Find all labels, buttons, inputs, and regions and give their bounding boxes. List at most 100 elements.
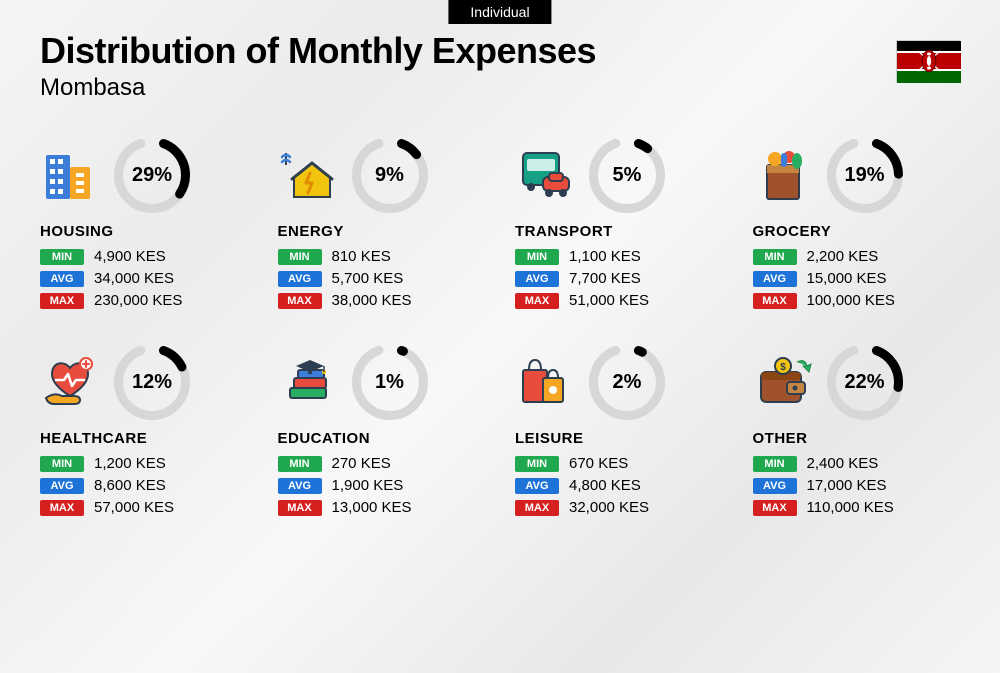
avg-tag: AVG <box>753 478 797 494</box>
stat-max: MAX 51,000 KES <box>515 292 723 309</box>
percent-donut: 1% <box>352 344 428 420</box>
bus-car-icon <box>515 147 575 203</box>
max-value: 57,000 KES <box>94 499 174 516</box>
max-value: 230,000 KES <box>94 292 182 309</box>
percent-label: 2% <box>589 344 665 420</box>
max-tag: MAX <box>278 500 322 516</box>
stat-max: MAX 57,000 KES <box>40 499 248 516</box>
stat-avg: AVG 8,600 KES <box>40 477 248 494</box>
category-card-grocery: 19% GROCERY MIN 2,200 KES AVG 15,000 KES… <box>753 137 961 314</box>
category-card-leisure: 2% LEISURE MIN 670 KES AVG 4,800 KES MAX… <box>515 344 723 521</box>
category-card-other: $ 22% OTHER MIN 2,400 KES AVG 17,000 KES… <box>753 344 961 521</box>
max-value: 32,000 KES <box>569 499 649 516</box>
avg-tag: AVG <box>515 478 559 494</box>
card-top: 19% <box>753 137 961 213</box>
card-top: 12% <box>40 344 248 420</box>
avg-tag: AVG <box>40 478 84 494</box>
card-top: $ 22% <box>753 344 961 420</box>
max-tag: MAX <box>515 293 559 309</box>
avg-value: 5,700 KES <box>332 270 404 287</box>
stat-max: MAX 13,000 KES <box>278 499 486 516</box>
stat-min: MIN 810 KES <box>278 248 486 265</box>
min-tag: MIN <box>753 249 797 265</box>
categories-grid: 29% HOUSING MIN 4,900 KES AVG 34,000 KES… <box>0 112 1000 551</box>
percent-label: 12% <box>114 344 190 420</box>
card-top: 2% <box>515 344 723 420</box>
min-tag: MIN <box>278 249 322 265</box>
card-top: 9% <box>278 137 486 213</box>
stat-avg: AVG 5,700 KES <box>278 270 486 287</box>
max-tag: MAX <box>40 293 84 309</box>
category-card-education: 1% EDUCATION MIN 270 KES AVG 1,900 KES M… <box>278 344 486 521</box>
stat-avg: AVG 17,000 KES <box>753 477 961 494</box>
min-tag: MIN <box>40 249 84 265</box>
energy-house-icon <box>278 147 338 203</box>
percent-donut: 2% <box>589 344 665 420</box>
min-value: 1,100 KES <box>569 248 641 265</box>
min-tag: MIN <box>40 456 84 472</box>
category-name: GROCERY <box>753 223 961 240</box>
max-tag: MAX <box>40 500 84 516</box>
category-card-housing: 29% HOUSING MIN 4,900 KES AVG 34,000 KES… <box>40 137 248 314</box>
heart-hand-icon <box>40 354 100 410</box>
min-tag: MIN <box>515 249 559 265</box>
avg-value: 34,000 KES <box>94 270 174 287</box>
kenya-flag-icon <box>896 40 960 82</box>
category-name: EDUCATION <box>278 430 486 447</box>
category-name: LEISURE <box>515 430 723 447</box>
avg-value: 8,600 KES <box>94 477 166 494</box>
category-card-transport: 5% TRANSPORT MIN 1,100 KES AVG 7,700 KES… <box>515 137 723 314</box>
percent-donut: 12% <box>114 344 190 420</box>
wallet-icon: $ <box>753 354 813 410</box>
percent-label: 22% <box>827 344 903 420</box>
avg-value: 17,000 KES <box>807 477 887 494</box>
stat-max: MAX 32,000 KES <box>515 499 723 516</box>
stat-max: MAX 100,000 KES <box>753 292 961 309</box>
stat-min: MIN 1,200 KES <box>40 455 248 472</box>
stat-min: MIN 2,400 KES <box>753 455 961 472</box>
stat-avg: AVG 15,000 KES <box>753 270 961 287</box>
percent-donut: 9% <box>352 137 428 213</box>
percent-donut: 29% <box>114 137 190 213</box>
avg-tag: AVG <box>40 271 84 287</box>
max-value: 38,000 KES <box>332 292 412 309</box>
category-card-energy: 9% ENERGY MIN 810 KES AVG 5,700 KES MAX … <box>278 137 486 314</box>
min-value: 1,200 KES <box>94 455 166 472</box>
min-value: 2,400 KES <box>807 455 879 472</box>
percent-label: 5% <box>589 137 665 213</box>
stat-min: MIN 670 KES <box>515 455 723 472</box>
category-card-healthcare: 12% HEALTHCARE MIN 1,200 KES AVG 8,600 K… <box>40 344 248 521</box>
avg-tag: AVG <box>278 478 322 494</box>
min-value: 810 KES <box>332 248 391 265</box>
min-value: 4,900 KES <box>94 248 166 265</box>
min-value: 2,200 KES <box>807 248 879 265</box>
shopping-bags-icon <box>515 354 575 410</box>
min-tag: MIN <box>753 456 797 472</box>
percent-donut: 19% <box>827 137 903 213</box>
max-value: 110,000 KES <box>807 499 894 516</box>
stat-max: MAX 38,000 KES <box>278 292 486 309</box>
page-subtitle: Mombasa <box>40 74 960 102</box>
stat-min: MIN 2,200 KES <box>753 248 961 265</box>
svg-text:$: $ <box>780 362 786 373</box>
avg-value: 7,700 KES <box>569 270 641 287</box>
min-value: 670 KES <box>569 455 628 472</box>
max-tag: MAX <box>278 293 322 309</box>
stat-min: MIN 1,100 KES <box>515 248 723 265</box>
avg-tag: AVG <box>278 271 322 287</box>
category-name: ENERGY <box>278 223 486 240</box>
min-value: 270 KES <box>332 455 391 472</box>
card-top: 1% <box>278 344 486 420</box>
max-tag: MAX <box>515 500 559 516</box>
avg-value: 15,000 KES <box>807 270 887 287</box>
stat-max: MAX 110,000 KES <box>753 499 961 516</box>
avg-value: 1,900 KES <box>332 477 404 494</box>
max-tag: MAX <box>753 500 797 516</box>
page-title: Distribution of Monthly Expenses <box>40 30 960 72</box>
stat-avg: AVG 34,000 KES <box>40 270 248 287</box>
category-name: HEALTHCARE <box>40 430 248 447</box>
percent-label: 19% <box>827 137 903 213</box>
grad-books-icon <box>278 354 338 410</box>
category-name: TRANSPORT <box>515 223 723 240</box>
card-top: 29% <box>40 137 248 213</box>
